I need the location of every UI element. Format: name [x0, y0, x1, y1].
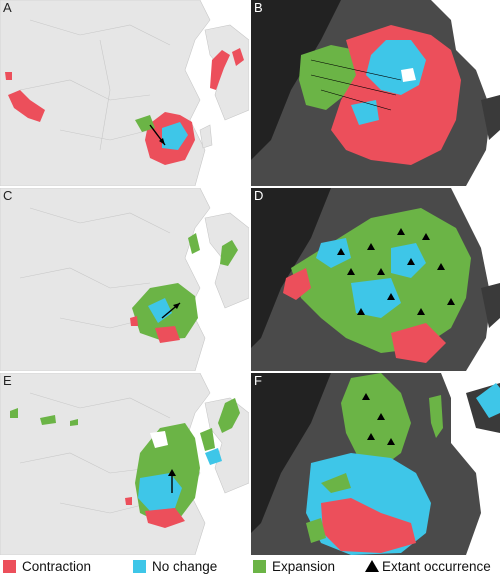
black-triangle-icon — [337, 228, 455, 315]
expansion-area — [429, 395, 443, 438]
contraction-area — [145, 508, 185, 528]
map-e — [0, 373, 249, 555]
contraction-area — [130, 316, 138, 326]
black-triangle-icon — [362, 393, 395, 445]
map-c — [0, 188, 249, 371]
expansion-area — [218, 398, 240, 433]
legend-label-expansion: Expansion — [272, 559, 336, 574]
expansion-area — [188, 233, 200, 254]
expansion-area — [321, 473, 351, 493]
no-change-area — [162, 122, 188, 150]
no-change-area — [316, 238, 351, 268]
legend-item-no-change: No change — [133, 559, 233, 575]
expansion-swatch — [253, 560, 266, 573]
panel-label-b: B — [254, 0, 263, 15]
no-change-area — [366, 40, 426, 95]
no-change-swatch — [133, 560, 146, 573]
expansion-area — [10, 408, 18, 418]
no-change-area — [476, 383, 500, 418]
expansion-area — [135, 115, 155, 132]
no-change-area — [138, 473, 182, 511]
black-triangle-icon — [365, 560, 379, 572]
contraction-area — [283, 268, 311, 300]
panel-label-d: D — [254, 188, 264, 203]
contraction-area — [155, 326, 180, 343]
panel-c: C — [0, 188, 249, 371]
no-change-area — [148, 298, 172, 323]
contraction-area — [8, 90, 45, 122]
panel-label-f: F — [254, 373, 262, 388]
contraction-area — [321, 498, 416, 553]
expansion-area — [40, 415, 56, 425]
legend-label-extant: Extant occurrence — [382, 559, 491, 574]
panel-f: F — [251, 373, 500, 555]
panel-b: B — [251, 0, 500, 186]
legend-label-contraction: Contraction — [22, 559, 92, 574]
no-change-area — [391, 243, 426, 278]
panel-d: D — [251, 188, 500, 371]
expansion-area — [220, 240, 238, 266]
contraction-area — [125, 497, 132, 505]
contraction-area — [391, 323, 446, 363]
panel-label-a: A — [3, 0, 12, 15]
legend-label-no-change: No change — [152, 559, 218, 574]
panel-e: E — [0, 373, 249, 555]
panel-a: A — [0, 0, 249, 186]
no-change-area — [351, 278, 401, 318]
legend: Contraction No change Expansion Extant o… — [0, 557, 500, 577]
contraction-swatch — [3, 560, 16, 573]
contraction-area — [5, 72, 12, 80]
legend-item-contraction: Contraction — [3, 559, 123, 575]
no-change-area — [205, 448, 222, 465]
expansion-area — [70, 419, 78, 426]
map-a — [0, 0, 249, 186]
no-change-area — [351, 100, 379, 125]
map-f — [251, 373, 500, 555]
legend-item-extant: Extant occurrence — [365, 559, 500, 575]
contraction-area — [210, 50, 230, 90]
expansion-area — [306, 518, 326, 543]
legend-item-expansion: Expansion — [253, 559, 353, 575]
map-d — [251, 188, 500, 371]
panel-label-e: E — [3, 373, 12, 388]
panel-label-c: C — [3, 188, 13, 203]
expansion-area — [200, 428, 215, 451]
map-b — [251, 0, 500, 186]
contraction-area — [232, 48, 244, 66]
